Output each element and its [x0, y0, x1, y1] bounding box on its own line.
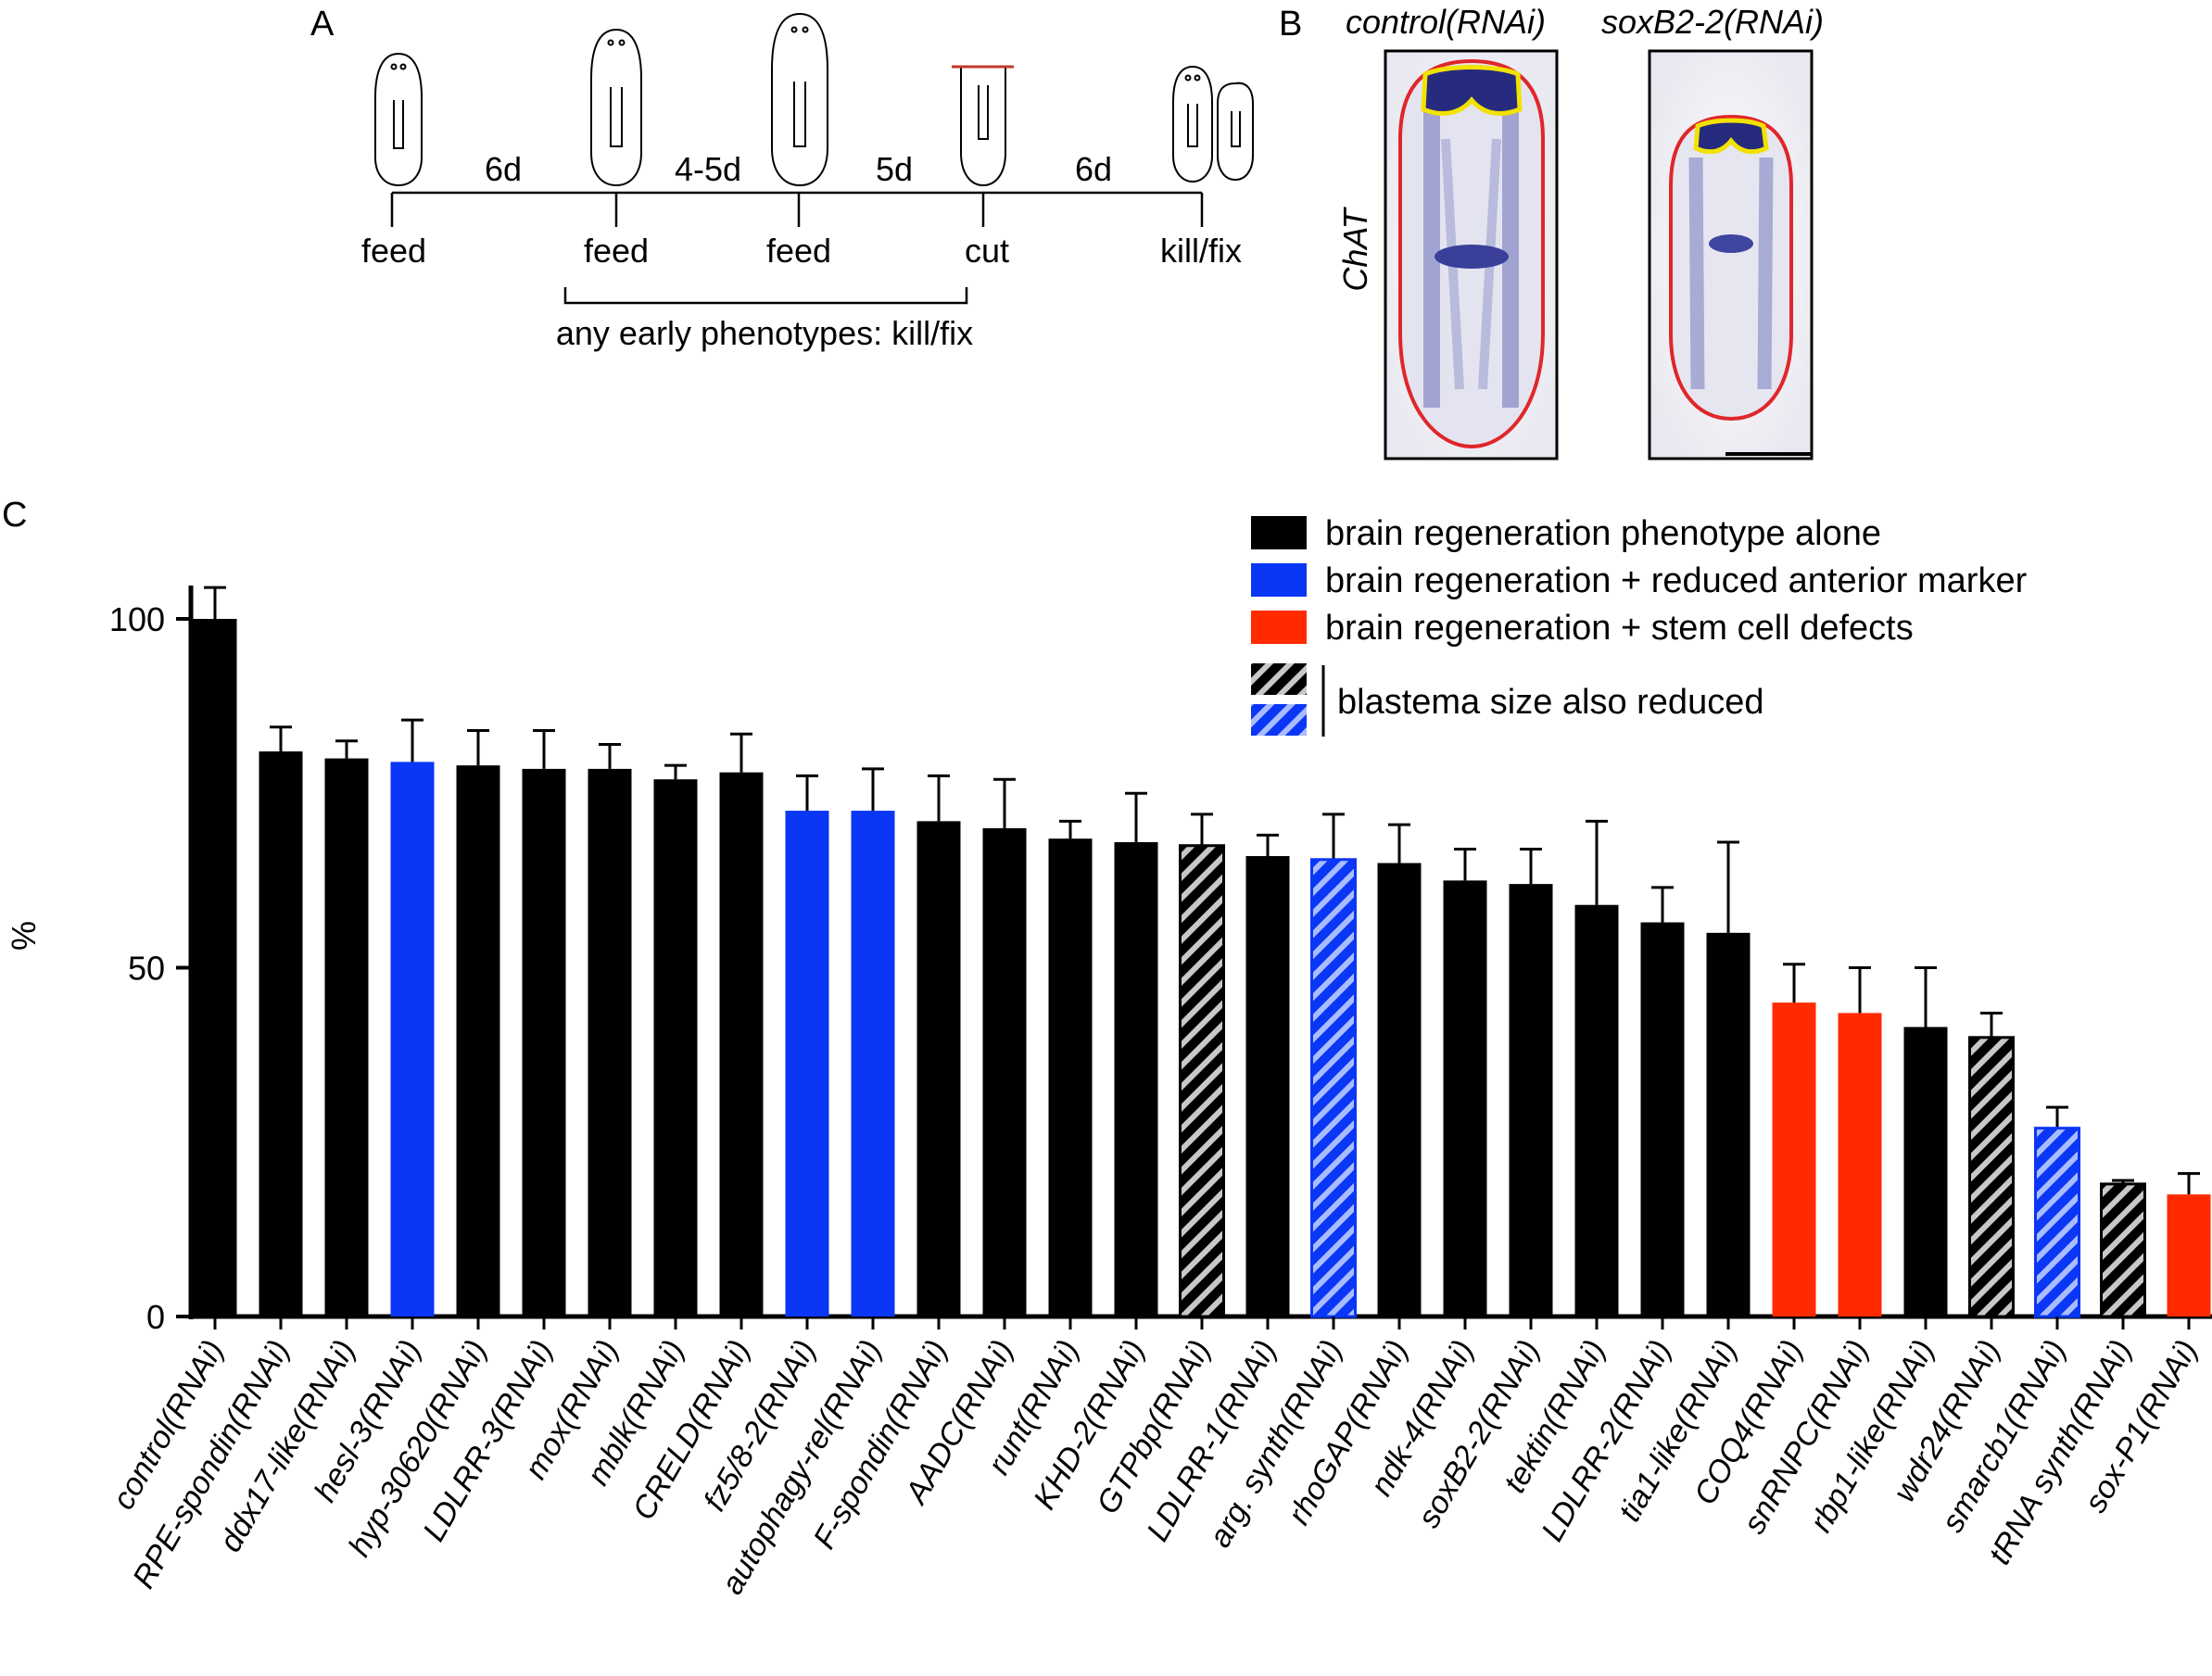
- bar-runt-rnai: [1048, 838, 1093, 1317]
- bar-control-rnai: [193, 619, 237, 1317]
- marker-label: ChAT: [1336, 206, 1374, 291]
- y-axis-label: %: [5, 921, 43, 951]
- bar-ndk-4-rnai: [1443, 880, 1487, 1317]
- event-label: feed: [584, 232, 649, 270]
- bar-creld-rnai: [719, 772, 764, 1317]
- interval-label: 5d: [876, 150, 913, 188]
- early-phenotype-bracket: [563, 287, 968, 305]
- bar-f-spondin-rnai: [916, 821, 961, 1317]
- image-title-soxb2-2: soxB2-2(RNAi): [1601, 3, 1824, 41]
- bar-trna-synth-rnai: [2100, 1182, 2146, 1318]
- interval-label: 6d: [485, 150, 522, 188]
- legend-swatch-red: [1251, 611, 1307, 644]
- worm-drawing-3: [771, 12, 828, 187]
- bar-rhogap-rnai: [1377, 863, 1422, 1317]
- panel-c-letter: C: [2, 496, 27, 535]
- y-tick-label: 50: [128, 950, 165, 988]
- event-label: feed: [361, 232, 426, 270]
- worm-drawing-regen-1: [1172, 65, 1213, 183]
- bar-wdr24-rnai: [1968, 1036, 2015, 1318]
- panel-b: B control(RNAi) soxB2-2(RNAi) ChAT: [1279, 3, 1824, 460]
- bar-series: [193, 586, 2211, 1318]
- bar-ldlrr-2-rnai: [1640, 922, 1685, 1317]
- bar-tektin-rnai: [1574, 904, 1619, 1317]
- interval-label: 4-5d: [675, 150, 741, 188]
- y-tick-label: 0: [146, 1298, 165, 1336]
- bar-ldlrr-1-rnai: [1245, 856, 1290, 1317]
- bar-tia1-like-rnai: [1706, 932, 1751, 1317]
- event-label: feed: [766, 232, 831, 270]
- legend-swatch-black-hatched: [1251, 663, 1307, 695]
- legend-label-black: brain regeneration phenotype alone: [1325, 514, 1881, 553]
- event-label: cut: [965, 232, 1009, 270]
- panel-a-letter: A: [310, 5, 335, 44]
- legend-swatch-black: [1251, 516, 1307, 549]
- panel-b-letter: B: [1279, 5, 1302, 44]
- panel-a: A: [310, 5, 1254, 352]
- bar-coq4-rnai: [1772, 1002, 1816, 1317]
- micrograph-soxb2-2: [1648, 49, 1814, 460]
- bar-hyp-30620-rnai: [456, 765, 500, 1317]
- bar-sox-p1-rnai: [2167, 1194, 2211, 1317]
- interval-label: 6d: [1075, 150, 1112, 188]
- bar-ldlrr-3-rnai: [522, 768, 566, 1317]
- bar-rbp1-like-rnai: [1903, 1027, 1948, 1317]
- bar-snrnpc-rnai: [1838, 1013, 1882, 1317]
- bar-soxb2-2-rnai: [1509, 884, 1553, 1317]
- micrograph-control: [1384, 49, 1559, 460]
- legend-swatch-blue: [1251, 563, 1307, 597]
- legend-label-hatched: blastema size also reduced: [1337, 683, 1763, 722]
- worm-drawing-1: [374, 52, 423, 187]
- y-tick-label: 100: [109, 600, 165, 638]
- bar-autophagy-rel-rnai: [851, 811, 895, 1317]
- bar-gtpbp-rnai: [1179, 844, 1225, 1318]
- bar-fz5-8-2-rnai: [785, 811, 829, 1317]
- bar-rpe-spondin-rnai: [259, 751, 303, 1317]
- legend-swatch-blue-hatched: [1251, 704, 1307, 736]
- bracket-label: any early phenotypes: kill/fix: [556, 314, 973, 352]
- worm-drawing-2: [590, 28, 642, 187]
- x-tick-labels: control(RNAi)RPE-spondin(RNAi)ddx17-like…: [106, 1317, 2205, 1600]
- bar-arg-synth-rnai: [1310, 858, 1357, 1318]
- bar-khd-2-rnai: [1114, 841, 1158, 1317]
- bar-aadc-rnai: [982, 827, 1027, 1317]
- image-title-control: control(RNAi): [1346, 3, 1546, 41]
- y-ticks: 0 50 100: [109, 600, 191, 1336]
- bar-mblk-rnai: [653, 779, 698, 1317]
- bar-hesl-3-rnai: [390, 762, 435, 1317]
- worm-drawing-cut: [960, 66, 1006, 187]
- panel-c: C brain regeneration phenotype alone bra…: [2, 496, 2212, 1600]
- worm-drawing-regen-2: [1217, 82, 1254, 182]
- chart-legend: brain regeneration phenotype alone brain…: [1251, 514, 2028, 737]
- legend-label-blue: brain regeneration + reduced anterior ma…: [1325, 561, 2028, 600]
- bar-smarcb1-rnai: [2034, 1127, 2080, 1318]
- event-label: kill/fix: [1160, 232, 1242, 270]
- bar-mox-rnai: [588, 768, 632, 1317]
- legend-label-red: brain regeneration + stem cell defects: [1325, 609, 1914, 648]
- bar-ddx17-like-rnai: [324, 758, 369, 1317]
